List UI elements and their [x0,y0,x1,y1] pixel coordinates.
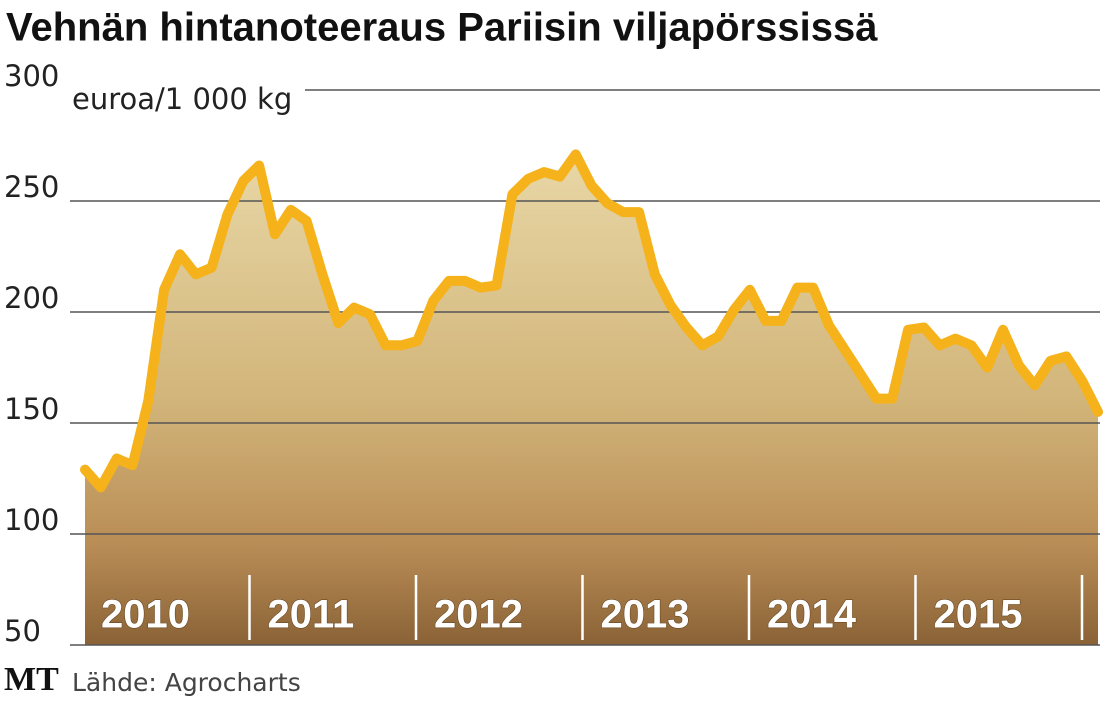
area [85,154,1098,645]
x-tick-label: 2011 [268,593,355,637]
line [80,149,1103,493]
source: Lähde: Agrocharts [72,668,301,697]
y-tick-label: 50 [4,614,41,648]
y-tick-label: 150 [4,392,59,426]
y-unit: euroa/1 000 kg [72,82,292,116]
x-tick-label: 2015 [934,593,1023,637]
x-tick-label: 2014 [767,593,857,637]
x-tick-label: 2013 [601,593,690,637]
y-tick-label: 250 [4,170,59,204]
y-tick-label: 300 [4,59,59,93]
chart-title: Vehnän hintanoteeraus Pariisin viljapörs… [6,6,878,50]
y-tick-label: 100 [4,503,59,537]
x-tick-label: 2012 [434,593,523,637]
logo: MT [4,661,59,698]
y-tick-label: 200 [4,281,59,315]
x-tick-label: 2010 [101,593,190,637]
